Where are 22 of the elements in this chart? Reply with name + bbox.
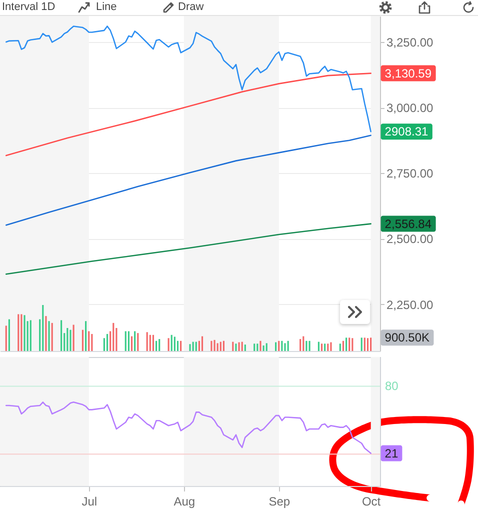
- line-series: [5, 134, 372, 226]
- data-label: 2,556.84: [384, 216, 432, 231]
- x-tick-label: Sep: [268, 494, 290, 508]
- text: Interval 1D: [2, 1, 56, 14]
- line-series: [5, 223, 372, 275]
- annotation: 900.50K: [384, 330, 430, 345]
- x-tick-label: Oct: [362, 494, 382, 508]
- data-label: 3,130.59: [384, 66, 432, 80]
- y-tick-label: 3,000.00: [386, 101, 434, 116]
- x-tick-label: Jul: [82, 494, 98, 508]
- line-series: [5, 72, 372, 156]
- line-series: [5, 26, 372, 132]
- y-tick-label: 3,250.00: [386, 35, 434, 50]
- y-tick-label: 2,750.00: [386, 166, 434, 181]
- x-tick-label: Aug: [174, 494, 196, 508]
- y-tick-label: 2,500.00: [386, 232, 434, 246]
- text: Draw: [178, 1, 204, 14]
- annotation: 21: [384, 446, 398, 460]
- data-label: 2908.31: [384, 124, 429, 139]
- y-tick-label: 2,250.00: [386, 298, 434, 312]
- text: 80: [385, 379, 399, 394]
- text: Line: [96, 1, 117, 14]
